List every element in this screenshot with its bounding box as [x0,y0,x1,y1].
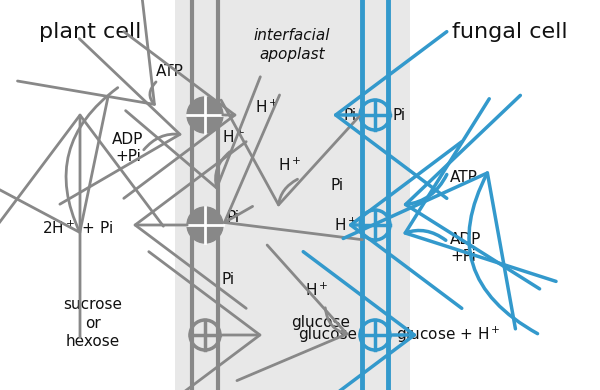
Text: ATP: ATP [450,170,478,186]
Text: glucose: glucose [291,314,350,330]
Text: H$^+$: H$^+$ [255,98,278,116]
Text: ATP: ATP [156,64,184,80]
Text: H$^+$: H$^+$ [222,128,245,145]
Text: Pi: Pi [227,211,240,225]
Text: Pi: Pi [344,108,357,122]
Text: interfacial
apoplast: interfacial apoplast [254,28,330,62]
Text: H$^+$: H$^+$ [278,156,301,174]
Text: plant cell: plant cell [39,22,141,42]
Circle shape [187,97,223,133]
Text: Pi: Pi [330,177,343,193]
Text: Pi: Pi [393,108,406,122]
Text: H$^+$: H$^+$ [334,216,357,234]
Text: Pi: Pi [221,273,235,287]
Bar [175,0,410,390]
Text: ADP
+Pi: ADP +Pi [450,232,481,264]
Circle shape [187,207,223,243]
Text: sucrose
or
hexose: sucrose or hexose [64,297,122,349]
Text: glucose + H$^+$: glucose + H$^+$ [396,325,500,345]
Text: fungal cell: fungal cell [452,22,568,42]
Text: glucose: glucose [298,328,357,342]
Text: ADP
+Pi: ADP +Pi [112,132,143,164]
Text: H$^+$: H$^+$ [305,281,328,299]
Text: 2H$^+$ + Pi: 2H$^+$ + Pi [43,219,113,237]
